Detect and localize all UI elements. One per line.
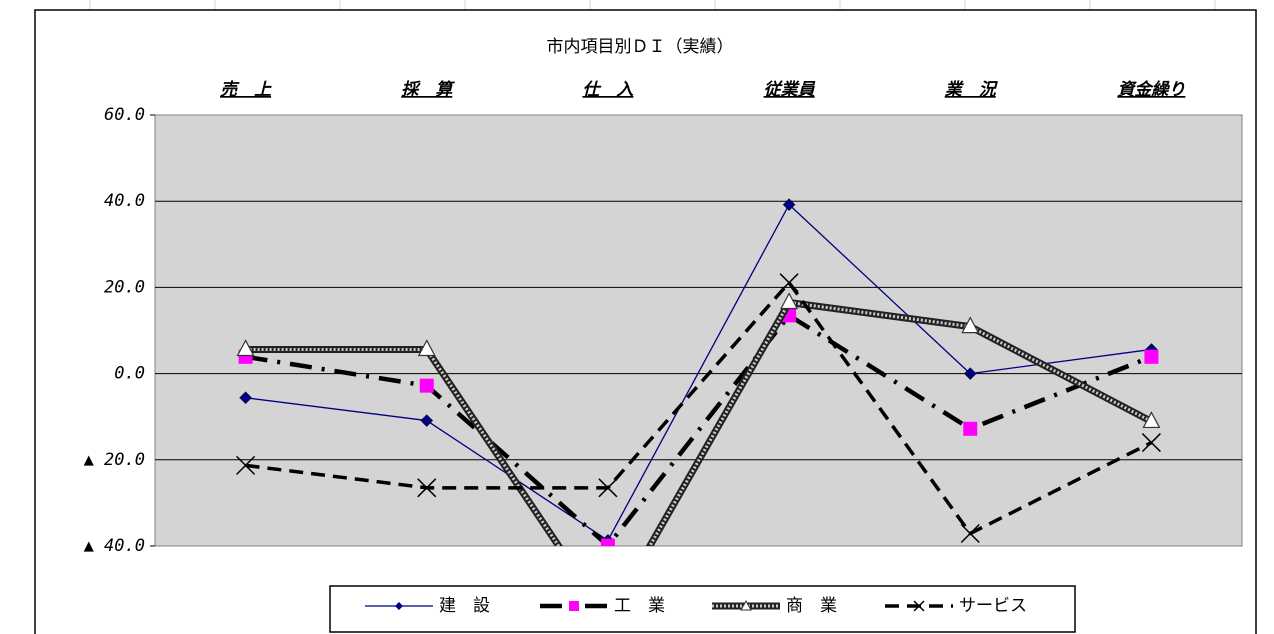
series-line bbox=[245, 313, 1153, 546]
marker bbox=[419, 378, 434, 393]
x-tick-label: 採 算 bbox=[401, 80, 455, 100]
marker bbox=[239, 391, 252, 405]
legend-label: サービス bbox=[959, 596, 1027, 616]
marker bbox=[236, 339, 255, 357]
marker bbox=[960, 523, 980, 544]
legend-marker bbox=[740, 599, 752, 611]
legend-label: 商 業 bbox=[786, 596, 837, 616]
y-tick-label: 20.0 bbox=[104, 277, 145, 297]
y-tick-label: ▲ 20.0 bbox=[84, 450, 145, 470]
sheet-grid bbox=[89, 0, 1216, 10]
y-tick-label: 0.0 bbox=[114, 364, 145, 384]
marker bbox=[1144, 349, 1159, 364]
marker bbox=[779, 273, 799, 293]
line-pattern bbox=[245, 300, 1153, 546]
legend-marker bbox=[913, 600, 925, 612]
legend-label: 工 業 bbox=[614, 596, 665, 616]
marker bbox=[1141, 433, 1161, 453]
marker bbox=[963, 421, 978, 436]
marker bbox=[417, 478, 437, 498]
series-line bbox=[245, 280, 1153, 536]
legend-marker bbox=[569, 601, 579, 611]
y-tick-label: 60.0 bbox=[104, 105, 145, 125]
legend-box bbox=[329, 585, 1076, 633]
y-tick-label: 40.0 bbox=[104, 191, 145, 211]
plot-area bbox=[154, 114, 1243, 547]
x-tick-label: 従業員 bbox=[764, 80, 816, 100]
marker bbox=[780, 292, 799, 310]
marker bbox=[1142, 411, 1161, 429]
marker bbox=[600, 538, 615, 546]
chart-title: 市内項目別ＤＩ（実績） bbox=[547, 37, 734, 57]
x-tick-label: 仕 入 bbox=[582, 80, 633, 100]
x-tick-label: 業 況 bbox=[945, 80, 999, 100]
x-tick-label: 売 上 bbox=[220, 80, 272, 100]
marker bbox=[963, 367, 977, 380]
series-line bbox=[245, 203, 1152, 542]
marker bbox=[417, 339, 436, 357]
marker bbox=[598, 478, 618, 498]
marker bbox=[420, 414, 434, 427]
marker bbox=[782, 198, 796, 212]
legend-label: 建 設 bbox=[439, 596, 490, 616]
x-tick-label: 資金繰り bbox=[1117, 80, 1185, 100]
marker bbox=[236, 455, 256, 475]
y-tick-label: ▲ 40.0 bbox=[84, 536, 145, 556]
marker bbox=[961, 316, 980, 334]
legend-marker bbox=[395, 602, 403, 610]
plot bbox=[236, 198, 1161, 546]
